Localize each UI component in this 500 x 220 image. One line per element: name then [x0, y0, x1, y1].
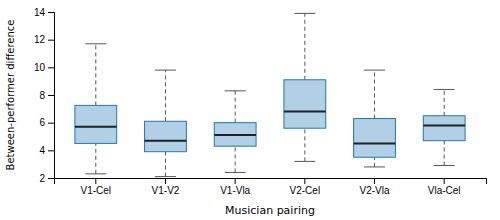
- lower-cap: [364, 166, 385, 167]
- median: [423, 124, 465, 126]
- upper-whisker: [165, 70, 166, 121]
- y-tick: 6: [39, 117, 54, 128]
- lower-cap: [294, 161, 315, 162]
- box-group: [75, 44, 117, 174]
- box: [423, 116, 465, 141]
- boxes: [75, 13, 465, 176]
- x-axis-title: Musician pairing: [225, 204, 315, 217]
- y-tick-mark: [48, 40, 54, 41]
- x-tick-mark: [95, 178, 96, 184]
- lower-cap: [85, 173, 106, 174]
- x-tick-mark: [374, 178, 375, 184]
- y-tick-label: 10: [34, 62, 46, 73]
- x-tick-label: V1-Cel: [81, 185, 112, 196]
- median: [214, 134, 256, 136]
- x-tick-label: V2-Cel: [290, 185, 321, 196]
- box-group: [284, 13, 326, 161]
- y-tick-mark: [48, 150, 54, 151]
- upper-cap: [364, 70, 385, 71]
- lower-whisker: [444, 141, 445, 166]
- upper-cap: [225, 90, 246, 91]
- median: [75, 126, 117, 128]
- y-tick-label: 14: [34, 7, 46, 18]
- y-tick-label: 6: [39, 117, 45, 128]
- y-axis-line: [48, 13, 55, 179]
- plot: 2468101214V1-CelV1-V2V1-VlaV2-CelV2-VlaV…: [34, 7, 487, 196]
- y-tick-mark: [48, 67, 54, 68]
- upper-cap: [294, 13, 315, 14]
- upper-whisker: [374, 70, 375, 118]
- y-tick-label: 8: [39, 90, 45, 101]
- x-tick-label: V1-Vla: [220, 185, 250, 196]
- x-tick-mark: [165, 178, 166, 184]
- x-tick-mark: [235, 178, 236, 184]
- x-tick-mark: [444, 178, 445, 184]
- x-tick: Vla-Cel: [428, 178, 461, 196]
- box-group: [214, 91, 256, 173]
- box: [214, 123, 256, 147]
- lower-cap: [155, 176, 176, 177]
- median: [145, 140, 187, 142]
- y-tick: 10: [34, 62, 54, 73]
- x-tick: V2-Vla: [360, 178, 390, 196]
- y-axis-title: Between-performer difference: [5, 20, 16, 171]
- x-tick: V2-Cel: [290, 178, 321, 196]
- lower-whisker: [235, 146, 236, 172]
- y-tick-label: 4: [39, 145, 45, 156]
- upper-whisker: [235, 91, 236, 123]
- x-axis: V1-Cel V1-V2 V1-Vla V2-Cel V2-Vla Vla-Cel: [55, 178, 487, 196]
- y-tick-label: 2: [39, 173, 45, 184]
- upper-cap: [155, 70, 176, 71]
- box-group: [145, 70, 187, 177]
- y-axis: 2 4 6 8 10 12 14: [34, 7, 55, 184]
- median: [284, 111, 326, 113]
- box: [145, 121, 187, 151]
- box-group: [423, 89, 465, 165]
- chart: 2468101214V1-CelV1-V2V1-VlaV2-CelV2-VlaV…: [0, 0, 500, 220]
- box: [284, 80, 326, 128]
- x-axis-line: [55, 179, 487, 185]
- y-tick: 14: [34, 7, 54, 18]
- x-tick-label: Vla-Cel: [428, 185, 461, 196]
- box: [354, 119, 396, 158]
- x-tick-label: V2-Vla: [360, 185, 390, 196]
- upper-whisker: [304, 13, 305, 79]
- x-tick-mark: [304, 178, 305, 184]
- y-tick-mark: [48, 95, 54, 96]
- y-tick: 8: [39, 90, 54, 101]
- upper-whisker: [444, 89, 445, 115]
- box: [75, 105, 117, 143]
- y-tick-mark: [48, 12, 54, 13]
- y-tick-mark: [48, 178, 54, 179]
- x-tick: V1-V2: [152, 178, 180, 196]
- upper-cap: [434, 89, 455, 90]
- y-tick: 4: [39, 145, 54, 156]
- y-tick: 2: [39, 173, 54, 184]
- x-tick: V1-Cel: [81, 178, 112, 196]
- box-group: [354, 70, 396, 167]
- x-tick: V1-Vla: [220, 178, 250, 196]
- y-tick-mark: [48, 123, 54, 124]
- lower-cap: [434, 165, 455, 166]
- y-tick-label: 12: [34, 34, 46, 45]
- x-tick-label: V1-V2: [152, 185, 180, 196]
- lower-cap: [225, 172, 246, 173]
- lower-whisker: [95, 143, 96, 173]
- y-tick: 12: [34, 34, 54, 45]
- median: [354, 142, 396, 144]
- lower-whisker: [304, 128, 305, 161]
- lower-whisker: [165, 152, 166, 177]
- lower-whisker: [374, 157, 375, 167]
- upper-whisker: [95, 44, 96, 106]
- upper-cap: [85, 43, 106, 44]
